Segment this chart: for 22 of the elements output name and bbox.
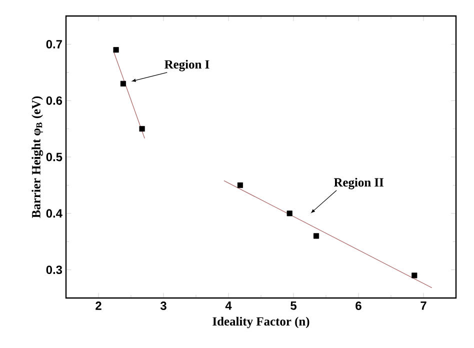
y-tick-label: 0.4 (46, 209, 62, 218)
annotation: Region I (164, 60, 210, 72)
point (237, 182, 243, 188)
point (313, 233, 320, 239)
x-tick-label: 6 (356, 302, 362, 310)
y-tick-label: 0.7 (46, 40, 62, 48)
x-tick-label: 2 (96, 302, 102, 310)
y-tick-label: 0.5 (46, 152, 62, 162)
point (120, 80, 126, 86)
annotation: Region II (334, 178, 384, 190)
x-tick-label: 4 (225, 302, 232, 310)
x-tick-label: 5 (290, 302, 296, 310)
x-tick-label: 7 (420, 302, 426, 310)
y-tick-label: 0.3 (46, 266, 62, 274)
point (412, 272, 418, 278)
point (113, 47, 119, 53)
y-tick-label: 0.6 (46, 96, 62, 105)
y-axis-title: Barrier Height φ$_{B}$ (eV) (32, 96, 44, 218)
x-axis-title: Ideality Factor (n) (212, 316, 310, 328)
point (286, 210, 292, 216)
point (139, 126, 145, 132)
x-tick-label: 3 (160, 302, 166, 310)
